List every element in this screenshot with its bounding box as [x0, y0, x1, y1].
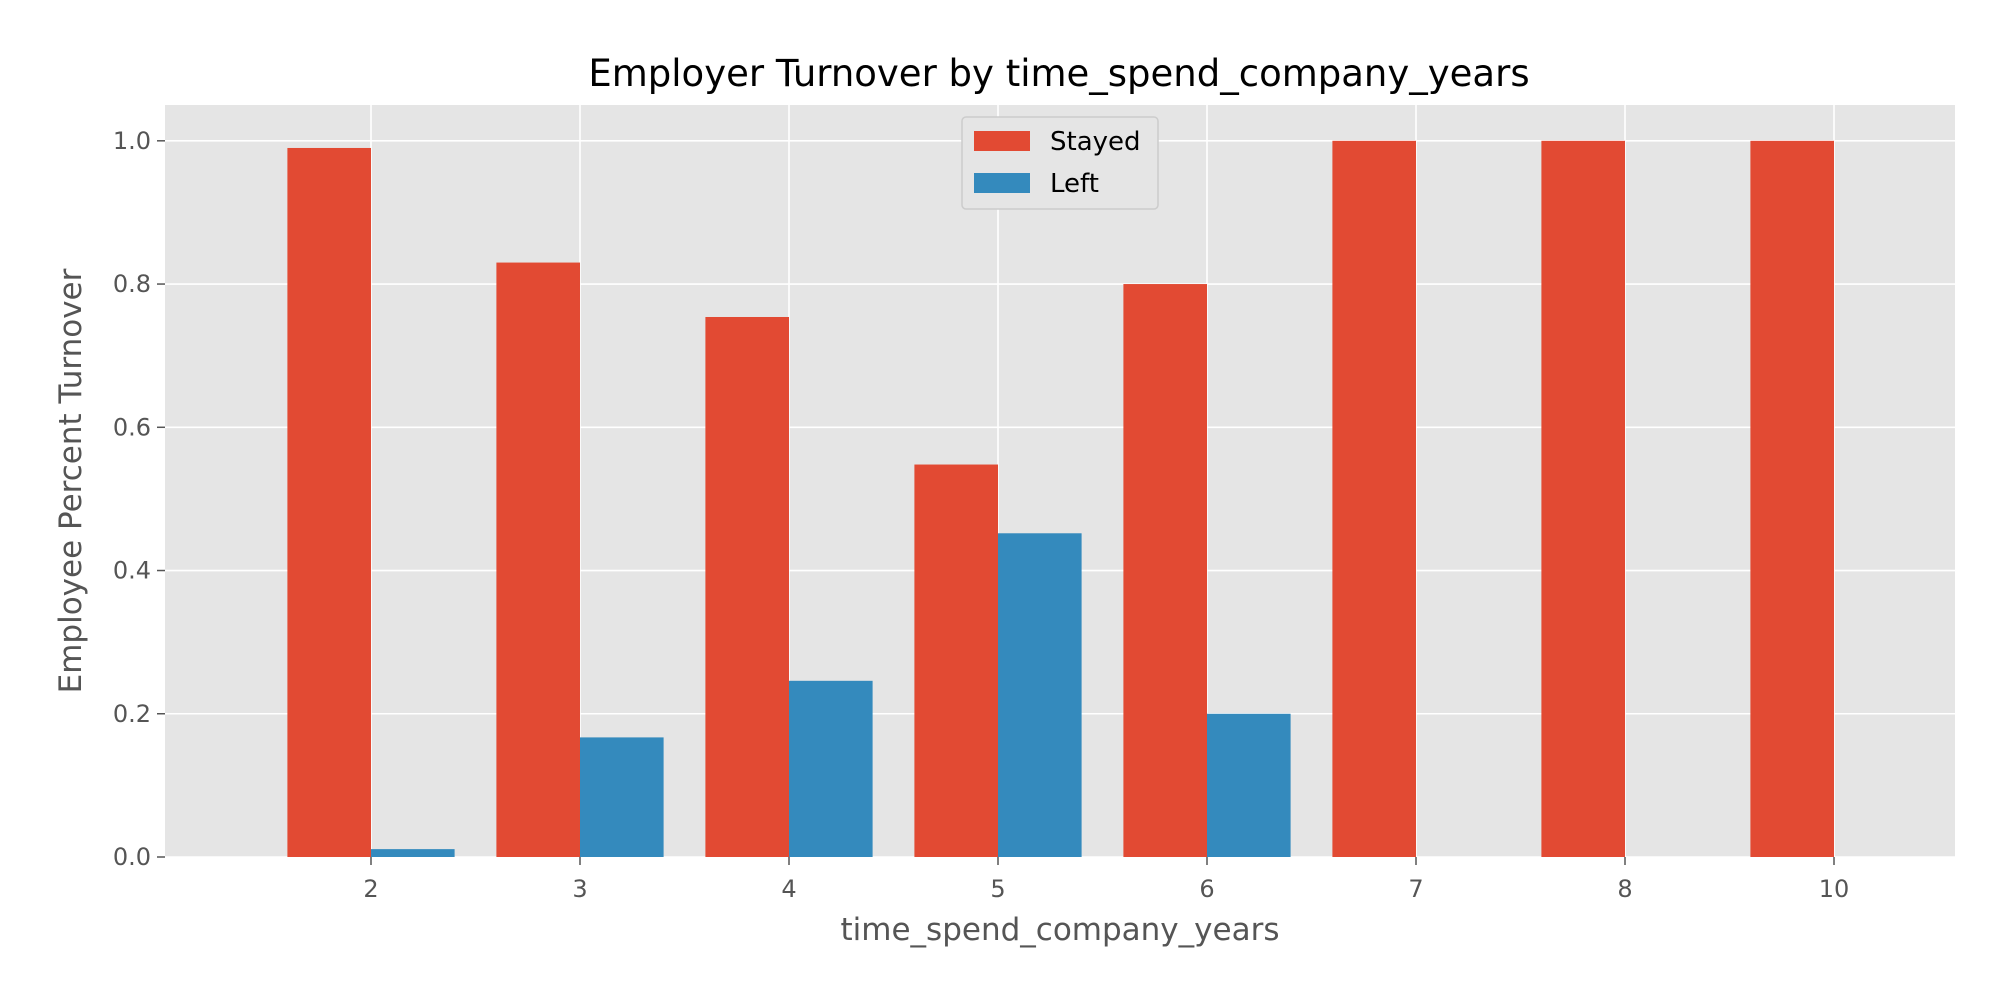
bar-left-2 — [371, 849, 455, 857]
x-tick-label: 6 — [1199, 875, 1214, 903]
x-tick-label: 5 — [990, 875, 1005, 903]
y-tick-label: 0.6 — [113, 413, 151, 441]
bar-left-4 — [789, 680, 873, 857]
bar-stayed-10 — [1750, 140, 1834, 858]
legend-label-left: Left — [1050, 169, 1099, 199]
bar-stayed-8 — [1541, 140, 1625, 858]
chart-title: Employer Turnover by time_spend_company_… — [588, 52, 1529, 95]
x-axis-label: time_spend_company_years — [841, 912, 1280, 948]
x-axis-ticks: 2 3 4 5 6 7 8 10 — [363, 857, 1849, 903]
bar-stayed-5 — [914, 464, 998, 857]
legend: Stayed Left — [961, 116, 1159, 210]
x-tick-label: 2 — [363, 875, 378, 903]
y-tick-label: 1.0 — [113, 127, 151, 155]
x-tick-label: 3 — [572, 875, 587, 903]
y-tick-label: 0.4 — [113, 557, 151, 585]
bar-stayed-2 — [287, 147, 371, 857]
y-axis-ticks: 0.0 0.2 0.4 0.6 0.8 1.0 — [113, 127, 165, 871]
x-tick-label: 10 — [1819, 875, 1850, 903]
bar-left-6 — [1207, 713, 1291, 857]
y-tick-label: 0.2 — [113, 700, 151, 728]
x-tick-label: 8 — [1617, 875, 1632, 903]
bars — [287, 140, 1834, 858]
bar-stayed-4 — [705, 316, 789, 857]
bar-stayed-3 — [496, 262, 580, 857]
legend-label-stayed: Stayed — [1050, 127, 1141, 157]
bar-stayed-7 — [1332, 140, 1416, 858]
bar-left-3 — [580, 737, 664, 857]
bar-left-5 — [998, 533, 1082, 857]
x-tick-label: 4 — [781, 875, 796, 903]
bar-stayed-6 — [1123, 284, 1207, 857]
y-tick-label: 0.0 — [113, 843, 151, 871]
x-tick-label: 7 — [1408, 875, 1423, 903]
legend-swatch-left — [974, 173, 1030, 193]
legend-swatch-stayed — [974, 131, 1030, 151]
y-tick-label: 0.8 — [113, 270, 151, 298]
y-axis-label: Employee Percent Turnover — [53, 268, 89, 693]
